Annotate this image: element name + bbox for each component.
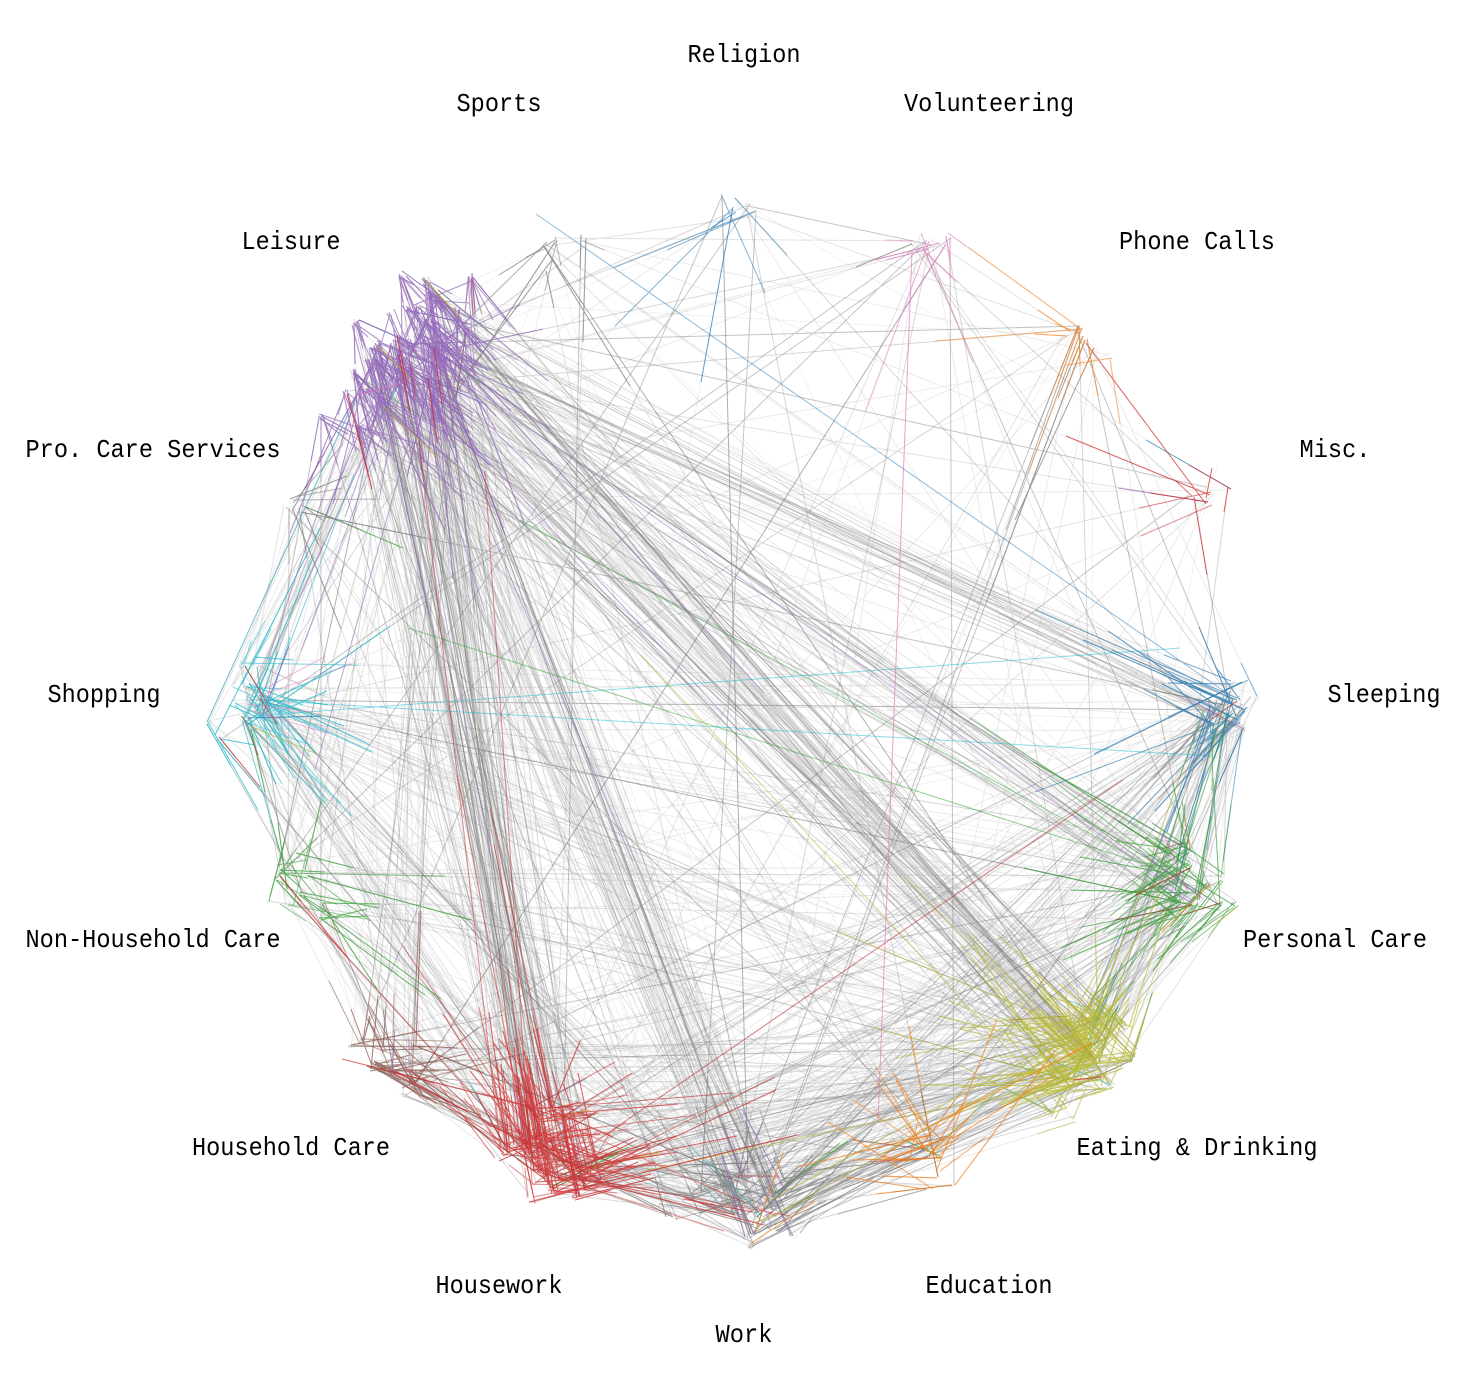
- svg-text:Household Care: Household Care: [192, 1133, 390, 1163]
- svg-text:Leisure: Leisure: [242, 227, 341, 257]
- svg-text:Personal Care: Personal Care: [1243, 925, 1427, 955]
- svg-text:Misc.: Misc.: [1300, 435, 1371, 465]
- svg-text:Phone Calls: Phone Calls: [1119, 227, 1275, 257]
- svg-text:Shopping: Shopping: [48, 680, 161, 710]
- svg-text:Education: Education: [926, 1271, 1053, 1301]
- svg-text:Work: Work: [716, 1320, 773, 1350]
- svg-text:Non-Household Care: Non-Household Care: [26, 925, 281, 955]
- svg-text:Sleeping: Sleeping: [1328, 680, 1441, 710]
- svg-text:Housework: Housework: [436, 1271, 563, 1301]
- svg-text:Sports: Sports: [457, 89, 542, 119]
- svg-text:Religion: Religion: [688, 40, 801, 70]
- svg-text:Volunteering: Volunteering: [904, 89, 1074, 119]
- svg-text:Pro. Care Services: Pro. Care Services: [26, 435, 281, 465]
- svg-text:Eating & Drinking: Eating & Drinking: [1077, 1133, 1318, 1163]
